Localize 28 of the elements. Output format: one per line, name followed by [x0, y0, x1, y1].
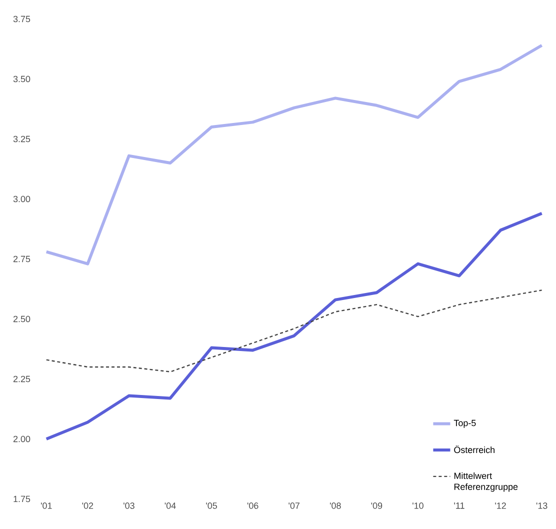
y-tick-label: 2.75 — [13, 256, 30, 262]
x-tick-label: '07 — [288, 502, 300, 509]
y-tick-label: 3.50 — [13, 76, 30, 82]
x-tick-label: '03 — [124, 502, 134, 509]
legend-label: Top-5 — [454, 420, 476, 428]
y-tick-label: 3.75 — [13, 16, 30, 22]
x-tick-label: '06 — [247, 502, 258, 509]
legend-label: Österreich — [454, 445, 494, 454]
x-tick-label: '11 — [454, 502, 464, 509]
x-tick-label: '12 — [495, 502, 506, 509]
x-tick-label: '04 — [164, 502, 176, 509]
x-tick-label: '02 — [82, 502, 94, 509]
x-tick-label: '08 — [330, 502, 341, 509]
x-tick-label: '05 — [206, 502, 217, 509]
legend-label: Mittelwert Referenzgruppe — [454, 472, 518, 492]
y-tick-label: 1.75 — [14, 496, 30, 502]
y-tick-label: 2.25 — [13, 376, 30, 382]
y-tick-label: 3.00 — [13, 196, 30, 202]
x-tick-label: '10 — [412, 502, 424, 509]
line-series — [46, 290, 542, 372]
y-tick-label: 2.00 — [13, 436, 30, 442]
y-tick-label: 3.25 — [13, 136, 30, 142]
line-series — [44, 44, 544, 266]
line-series — [44, 212, 544, 440]
x-tick-label: '09 — [371, 502, 382, 509]
x-tick-label: '13 — [536, 502, 548, 509]
y-tick-label: 2.50 — [13, 316, 30, 322]
x-tick-label: '01 — [40, 502, 52, 509]
